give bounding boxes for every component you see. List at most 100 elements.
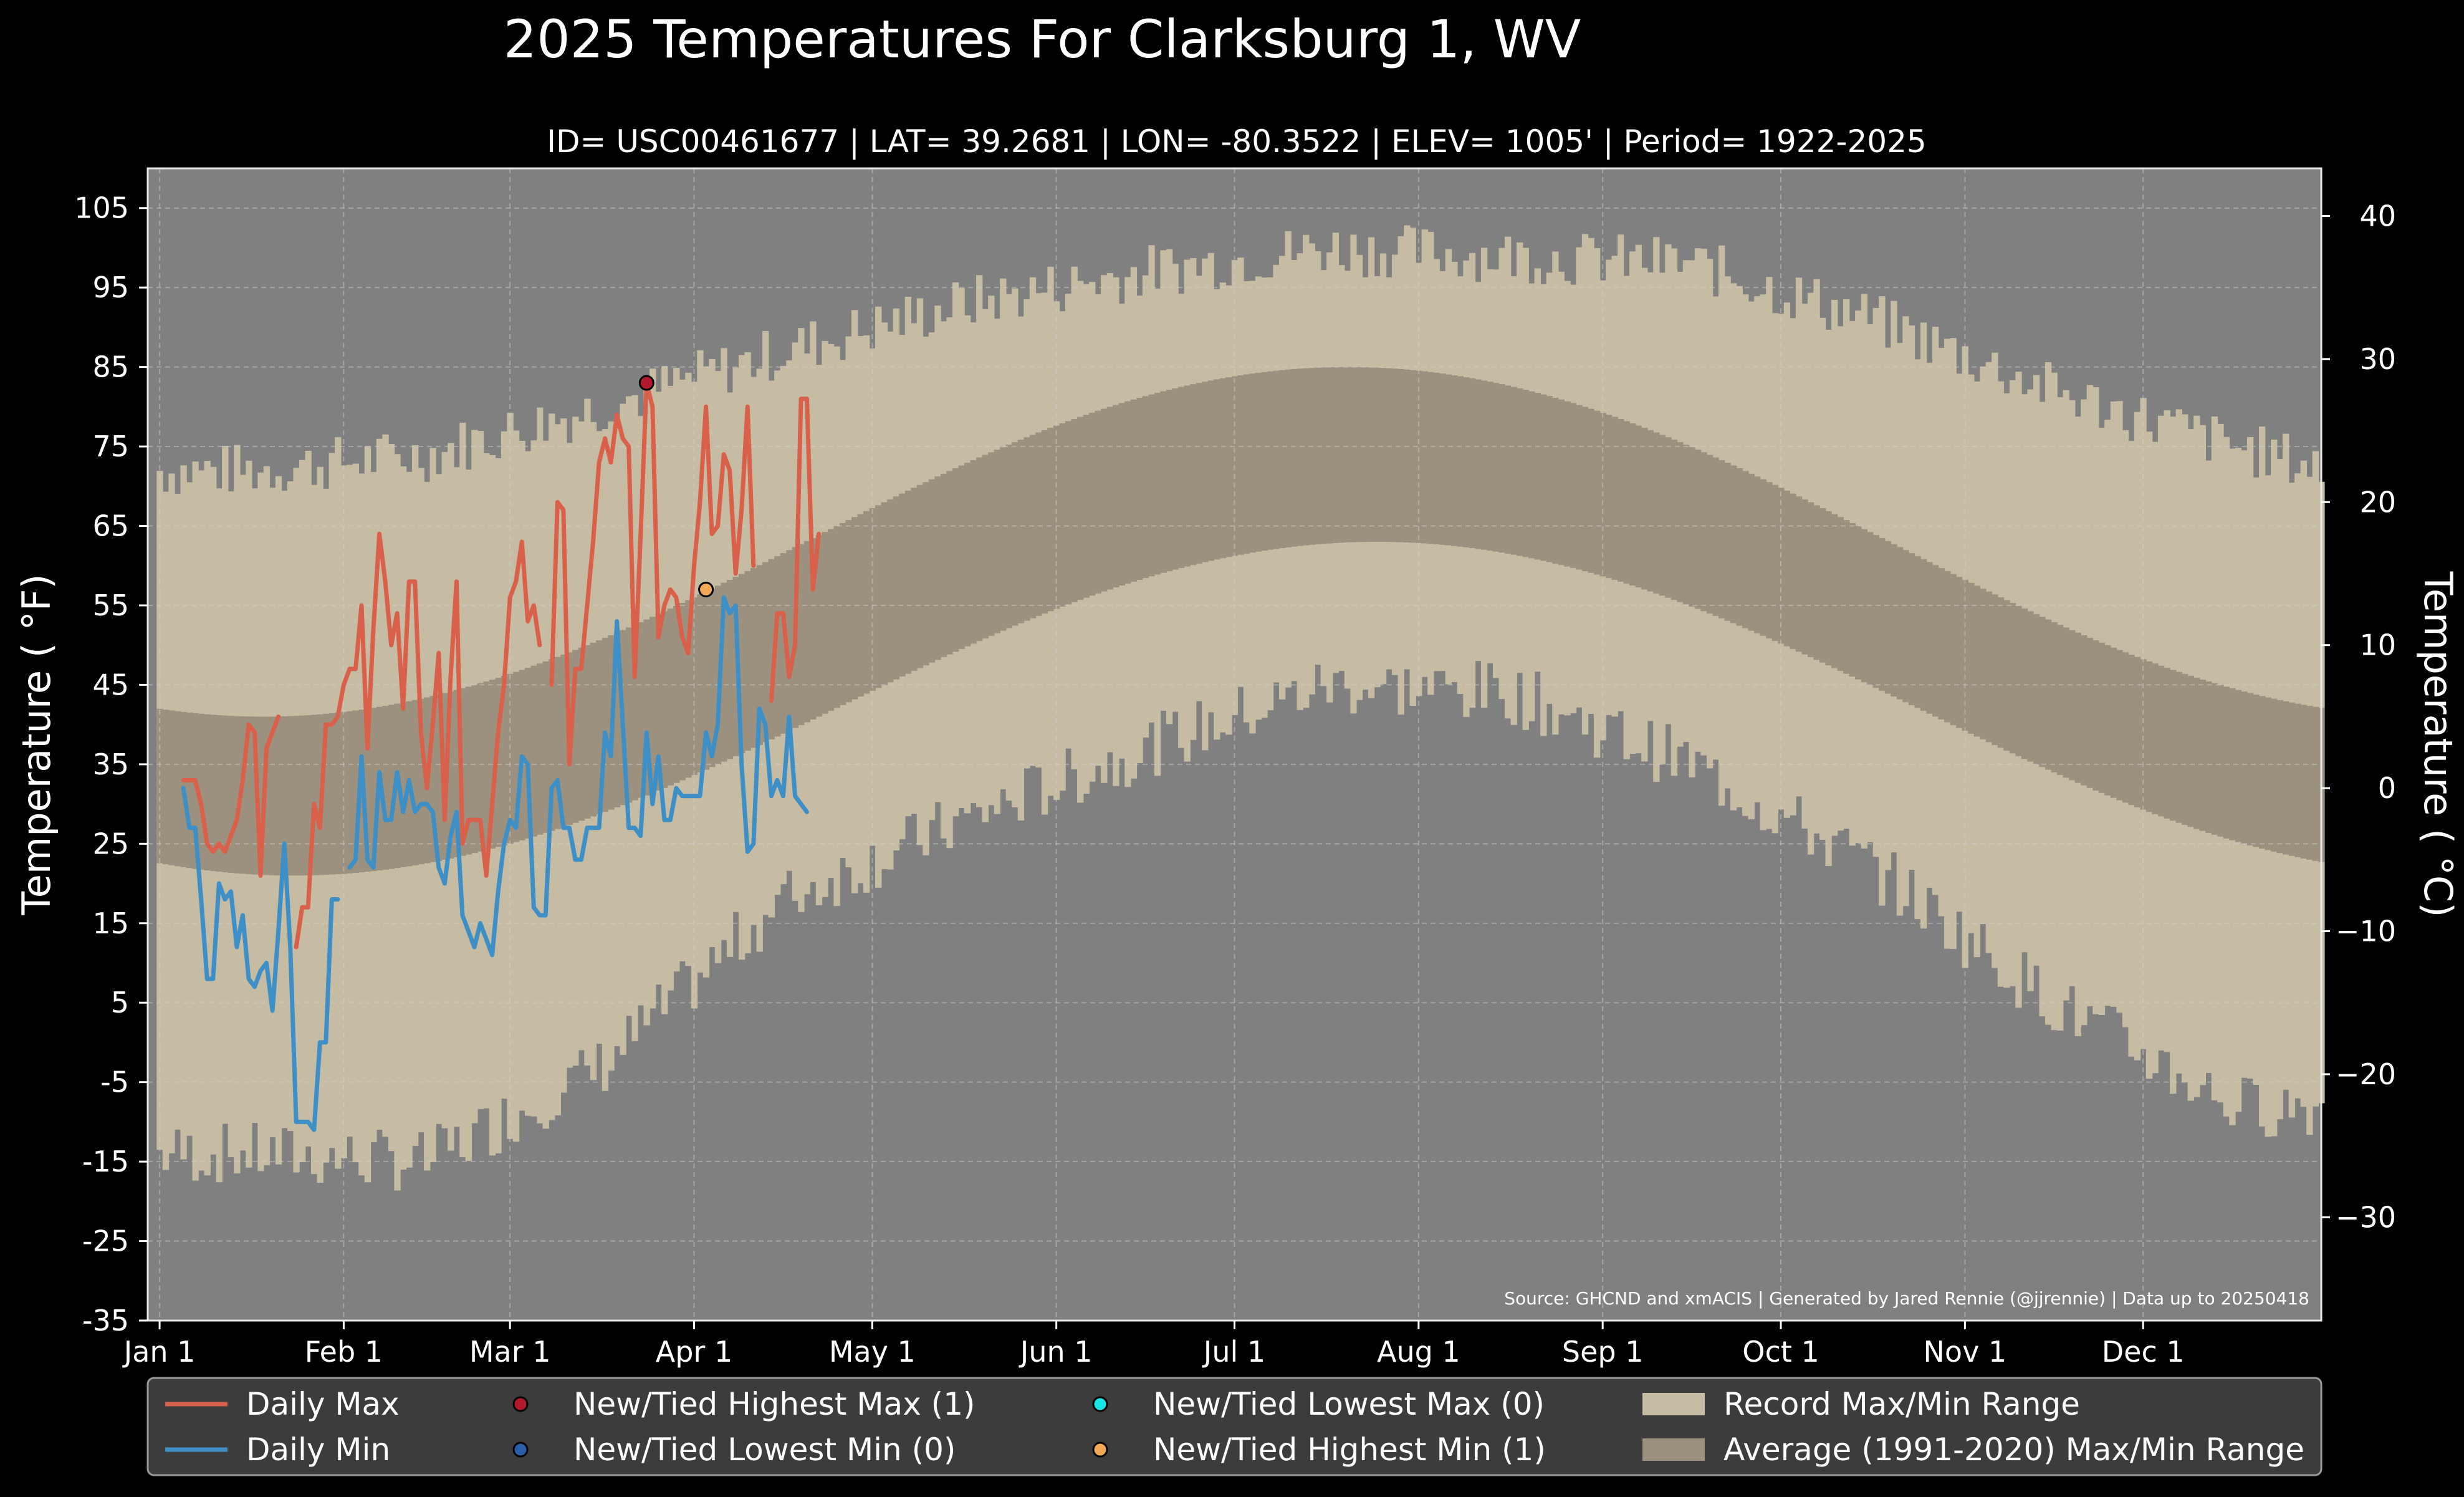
average-range-bar bbox=[691, 597, 698, 776]
legend-label: New/Tied Highest Min (1) bbox=[1153, 1432, 1546, 1468]
average-range-bar bbox=[1973, 585, 1980, 737]
average-range-bar bbox=[1012, 442, 1019, 626]
average-range-bar bbox=[833, 526, 840, 708]
average-range-bar bbox=[1682, 445, 1690, 605]
average-range-bar bbox=[1350, 367, 1357, 542]
average-range-bar bbox=[1647, 430, 1654, 592]
average-range-bar bbox=[1386, 368, 1393, 542]
average-range-bar bbox=[815, 535, 823, 717]
average-range-bar bbox=[1177, 387, 1185, 569]
average-range-bar bbox=[1071, 419, 1078, 602]
average-range-bar bbox=[364, 708, 372, 872]
average-range-bar bbox=[2175, 671, 2182, 823]
average-range-bar bbox=[1540, 394, 1547, 561]
average-range-bar bbox=[2081, 635, 2088, 786]
y-right-tick-label: −30 bbox=[2336, 1200, 2396, 1234]
average-range-bar bbox=[2128, 654, 2135, 806]
average-range-bar bbox=[1101, 408, 1108, 592]
average-range-bar bbox=[299, 715, 306, 876]
average-range-bar bbox=[1421, 371, 1428, 544]
average-range-bar bbox=[1766, 482, 1773, 638]
legend-label: Record Max/Min Range bbox=[1723, 1386, 2080, 1422]
average-range-bar bbox=[1825, 511, 1832, 666]
average-range-bar bbox=[2288, 702, 2295, 856]
series-lines bbox=[181, 380, 822, 1132]
average-range-bar bbox=[2199, 680, 2207, 831]
average-range-bar bbox=[1332, 367, 1340, 543]
average-range-bar bbox=[2003, 600, 2010, 751]
average-range-bar bbox=[204, 714, 211, 870]
average-range-bar bbox=[2294, 703, 2301, 857]
average-range-bar bbox=[1344, 367, 1351, 542]
legend-label: New/Tied Lowest Max (0) bbox=[1153, 1386, 1545, 1422]
y-axis-label-left: Temperature ( °F) bbox=[14, 574, 59, 915]
average-range-bar bbox=[2027, 611, 2034, 762]
average-range-bar bbox=[400, 702, 407, 867]
average-range-bar bbox=[904, 490, 912, 674]
average-range-bar bbox=[2021, 609, 2028, 759]
average-range-bar bbox=[1095, 410, 1101, 594]
average-range-bar bbox=[744, 570, 751, 751]
average-range-bar bbox=[1843, 520, 1850, 674]
average-range-bar bbox=[2069, 630, 2076, 781]
average-range-bar bbox=[328, 713, 335, 875]
average-range-bar bbox=[911, 488, 918, 671]
average-range-bar bbox=[1718, 460, 1725, 619]
average-range-bar bbox=[234, 716, 241, 874]
y-right-tick-label: 0 bbox=[2378, 771, 2396, 805]
average-range-bar bbox=[1968, 582, 1975, 734]
average-range-bar bbox=[1017, 440, 1025, 623]
legend-swatch bbox=[1092, 1396, 1108, 1412]
average-range-bar bbox=[281, 716, 288, 876]
record-marker bbox=[698, 581, 714, 597]
average-range-bar bbox=[554, 657, 561, 829]
average-range-bar bbox=[257, 716, 264, 875]
average-range-bar bbox=[650, 617, 656, 793]
average-range-bar bbox=[934, 476, 941, 660]
average-range-bar bbox=[1196, 383, 1202, 564]
average-range-bar bbox=[839, 522, 846, 705]
average-range-bar bbox=[162, 710, 170, 865]
average-range-bar bbox=[1368, 367, 1375, 542]
average-range-bar bbox=[251, 716, 259, 875]
average-range-bar bbox=[667, 609, 674, 786]
average-range-bar bbox=[1754, 476, 1761, 633]
average-range-bar bbox=[1391, 368, 1399, 542]
average-range-bar bbox=[1184, 385, 1191, 567]
average-range-bar bbox=[1231, 376, 1239, 556]
average-range-bar bbox=[2217, 685, 2224, 837]
average-range-bar bbox=[1872, 535, 1880, 688]
average-range-bar bbox=[1771, 484, 1779, 642]
average-range-bar bbox=[1374, 367, 1381, 542]
y-right-tick-label: 20 bbox=[2359, 485, 2396, 519]
y-right-tick-label: 40 bbox=[2359, 199, 2396, 233]
average-range-bar bbox=[2276, 700, 2283, 854]
average-range-bar bbox=[2258, 696, 2266, 849]
average-range-bar bbox=[1029, 435, 1037, 619]
average-range-bar bbox=[1130, 399, 1138, 582]
y-axis-left: 105 95 85 75 65 55 45 35 25 15 5 -5 -15 -25 -35 bbox=[74, 191, 148, 1337]
average-range-bar bbox=[881, 502, 888, 685]
average-range-bar bbox=[2182, 673, 2188, 826]
average-range-bar bbox=[549, 659, 555, 831]
average-range-bar bbox=[638, 622, 645, 798]
average-range-bar bbox=[1896, 547, 1904, 700]
average-range-bar bbox=[2116, 650, 2123, 801]
average-range-bar bbox=[2086, 637, 2093, 788]
average-range-bar bbox=[893, 496, 900, 680]
x-tick-label: Jun 1 bbox=[1019, 1335, 1093, 1369]
legend-label: Daily Min bbox=[246, 1432, 390, 1468]
average-range-bar bbox=[269, 716, 276, 875]
average-range-bar bbox=[1581, 407, 1589, 572]
average-range-bar bbox=[1463, 377, 1470, 547]
average-range-bar bbox=[239, 716, 247, 874]
average-range-bar bbox=[246, 716, 252, 875]
average-range-bar bbox=[726, 580, 734, 759]
average-range-bar bbox=[1005, 445, 1013, 628]
average-range-bar bbox=[1273, 370, 1280, 549]
average-range-bar bbox=[1985, 591, 1993, 743]
average-range-bar bbox=[453, 690, 460, 857]
average-range-bar bbox=[1778, 488, 1785, 644]
average-range-bar bbox=[982, 455, 989, 638]
average-range-bar bbox=[1445, 374, 1452, 546]
